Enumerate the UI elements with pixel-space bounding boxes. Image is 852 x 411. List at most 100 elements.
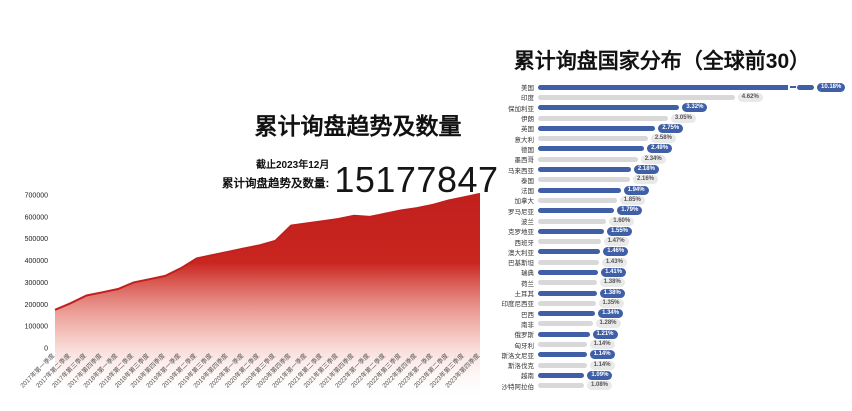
country-bar: [538, 362, 587, 368]
country-bar: [538, 115, 668, 121]
country-bar: [538, 167, 631, 173]
country-bar-row: 罗马尼亚 1.79%: [482, 206, 850, 216]
country-bar-row: 英国 2.75%: [482, 123, 850, 133]
country-label: 越南: [521, 373, 534, 381]
country-label: 土耳其: [514, 291, 535, 299]
axis-break-icon: [788, 85, 797, 90]
country-label: 意大利: [514, 136, 535, 144]
value-badge: 1.35%: [598, 298, 624, 308]
y-axis-tick-label: 500000: [25, 236, 48, 243]
value-badge: 1.85%: [619, 195, 645, 205]
value-badge: 2.16%: [633, 175, 659, 185]
value-badge: 1.08%: [587, 381, 613, 391]
value-badge: 3.05%: [670, 113, 696, 123]
y-axis-tick-label: 700000: [25, 193, 48, 200]
y-axis-tick-label: 600000: [25, 214, 48, 221]
country-bar-row: 意大利 2.58%: [482, 133, 850, 144]
country-bar-row: 波兰 1.60%: [482, 216, 850, 226]
value-badge: 1.09%: [587, 370, 613, 380]
value-badge: 1.60%: [609, 216, 635, 226]
country-label: 巴西: [521, 311, 534, 319]
country-bar-row: 印度 4.62%: [482, 92, 850, 102]
country-bar: [538, 249, 601, 255]
country-label: 西班牙: [514, 239, 535, 247]
country-bar: [538, 239, 601, 245]
country-label: 保加利亚: [508, 105, 534, 113]
value-badge: 1.14%: [589, 360, 615, 370]
country-label: 南非: [521, 321, 534, 329]
value-badge: 1.55%: [607, 226, 633, 236]
country-bar: [538, 259, 599, 265]
country-label: 泰国: [521, 177, 534, 185]
value-badge: 2.58%: [650, 134, 676, 144]
country-bar-row: 印度尼西亚 1.35%: [482, 298, 850, 308]
country-bar: [538, 228, 604, 234]
country-bar-row: 南非 1.28%: [482, 319, 850, 329]
country-bar: [538, 218, 607, 224]
value-badge: 2.18%: [633, 165, 659, 175]
country-bar-chart: 美国 10.18% 印度 4.62% 保加利亚 3.32% 伊朗 3.05% 英国 2.75% 意大…: [482, 82, 850, 391]
y-axis-tick-label: 400000: [25, 258, 48, 265]
country-label: 斯洛文尼亚: [501, 352, 535, 360]
trend-chart-title: 累计询盘趋势及数量: [254, 113, 462, 140]
value-badge: 2.34%: [640, 154, 666, 164]
total-inquiries-stat: 截止2023年12月 累计询盘趋势及数量: 15177847: [222, 156, 499, 197]
country-label: 美国: [521, 85, 534, 93]
country-bar-row: 法国 1.94%: [482, 185, 850, 195]
value-badge: 10.18%: [817, 82, 846, 92]
country-bar-row: 伊朗 3.05%: [482, 113, 850, 123]
country-bar-row: 马来西亚 2.18%: [482, 164, 850, 175]
country-bar: [538, 269, 599, 275]
country-label: 加拿大: [514, 198, 535, 206]
country-bar-row: 斯洛伐克 1.14%: [482, 360, 850, 370]
country-bar: [538, 383, 584, 389]
country-label: 英国: [521, 126, 534, 134]
value-badge: 1.79%: [617, 206, 643, 216]
country-bar-row: 巴基斯坦 1.43%: [482, 257, 850, 267]
value-badge: 2.75%: [658, 123, 684, 133]
country-bar: [538, 125, 656, 131]
country-label: 马来西亚: [508, 167, 534, 175]
y-axis-tick-label: 200000: [25, 302, 48, 309]
country-label: 伊朗: [521, 116, 534, 124]
country-bar: [538, 321, 593, 327]
country-bar: [538, 300, 596, 306]
country-label: 波兰: [521, 219, 534, 226]
country-bar-row: 越南 1.09%: [482, 370, 850, 380]
country-label: 巴基斯坦: [508, 260, 534, 268]
country-bar: [538, 156, 638, 162]
country-bar-row: 泰国 2.16%: [482, 175, 850, 185]
country-bar: [538, 84, 788, 90]
country-label: 克罗地亚: [508, 229, 534, 237]
country-bar-row: 巴西 1.34%: [482, 309, 850, 319]
country-bar-row: 墨西哥 2.34%: [482, 154, 850, 164]
country-bar: [538, 372, 585, 378]
y-axis-tick-label: 100000: [25, 324, 48, 331]
country-bar: [538, 105, 680, 111]
value-badge: 1.94%: [623, 185, 649, 195]
country-label: 荷兰: [521, 280, 534, 288]
value-badge: 1.14%: [589, 350, 615, 360]
country-label: 沙特阿拉伯: [501, 383, 535, 391]
country-bar: [538, 94, 735, 100]
country-bar: [538, 352, 587, 358]
country-bar: [538, 197, 617, 203]
country-bar: [538, 331, 590, 337]
y-axis-tick-label: 0: [44, 346, 48, 353]
country-bar-row: 西班牙 1.47%: [482, 236, 850, 247]
country-label: 印度: [521, 95, 534, 103]
country-bar-row: 澳大利亚 1.46%: [482, 247, 850, 257]
trend-area-line: [54, 192, 481, 311]
country-bar-row: 克罗地亚 1.55%: [482, 226, 850, 236]
value-badge: 1.21%: [592, 329, 618, 339]
country-label: 匈牙利: [514, 342, 535, 350]
country-label: 墨西哥: [514, 157, 535, 165]
trend-area-svg: 0 100000 200000 300000 400000 500000 600000 700…: [18, 192, 482, 400]
trend-area-chart: 0 100000 200000 300000 400000 500000 600000 700…: [0, 186, 492, 411]
country-bar: [538, 187, 621, 193]
country-bar-end-segment: [797, 84, 814, 90]
country-bar: [538, 311, 596, 317]
country-label: 法国: [521, 188, 534, 196]
country-label: 德国: [521, 146, 534, 154]
